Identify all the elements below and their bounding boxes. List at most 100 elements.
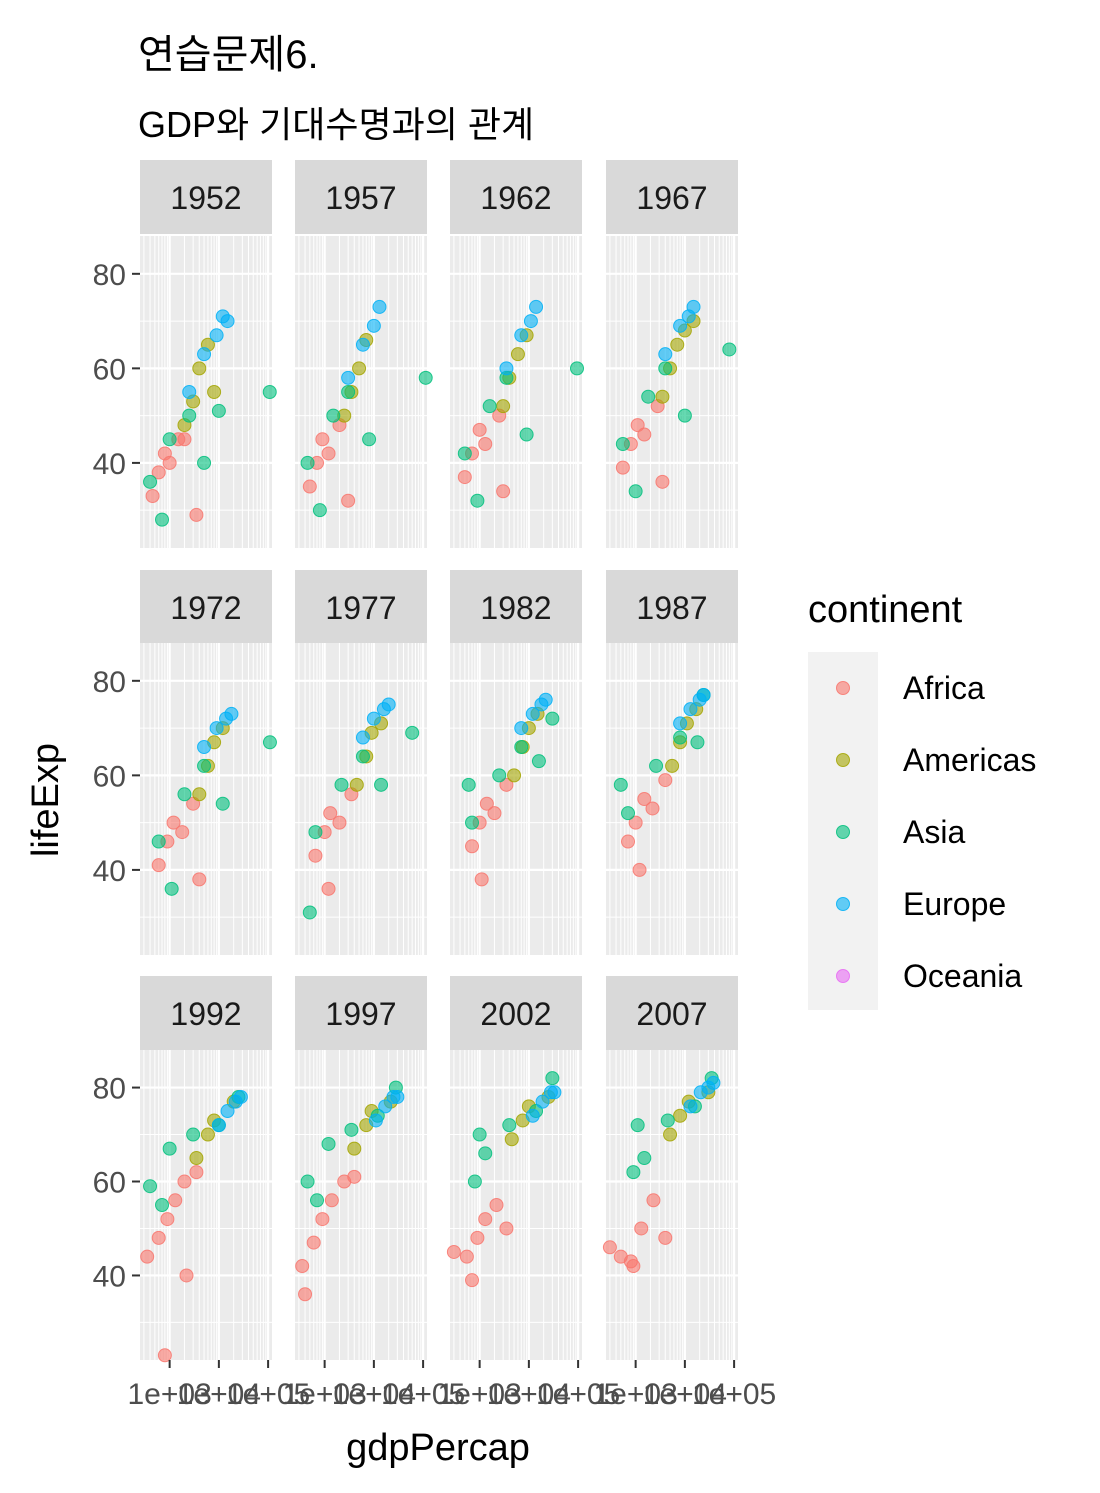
panel-background bbox=[450, 643, 582, 955]
chart-subtitle: GDP와 기대수명과의 관계 bbox=[138, 104, 535, 145]
data-point-europe bbox=[673, 716, 688, 731]
facet-strip bbox=[450, 976, 582, 1050]
data-point-asia bbox=[658, 361, 673, 376]
x-axis-tick-label: 1e+03 bbox=[594, 1378, 678, 1411]
data-point-asia bbox=[362, 432, 377, 447]
data-point-europe bbox=[529, 299, 544, 314]
data-point-asia bbox=[262, 385, 277, 399]
data-point-asia bbox=[341, 385, 356, 399]
panel-background bbox=[450, 236, 582, 548]
data-point-asia bbox=[326, 408, 341, 423]
legend-label: Europe bbox=[903, 886, 1006, 922]
data-point-asia bbox=[211, 403, 226, 418]
data-point-africa bbox=[321, 446, 336, 461]
data-point-asia bbox=[677, 408, 692, 423]
panel-background bbox=[295, 236, 427, 548]
panel-background bbox=[140, 236, 272, 548]
data-point-asia bbox=[649, 758, 664, 773]
legend-title: continent bbox=[808, 589, 963, 631]
data-point-africa bbox=[308, 848, 323, 863]
facet-strip-label: 1962 bbox=[480, 180, 551, 216]
data-point-africa bbox=[446, 1244, 461, 1259]
data-point-asia bbox=[502, 1118, 517, 1133]
data-point-asia bbox=[690, 735, 705, 750]
data-point-africa bbox=[487, 806, 502, 821]
data-point-africa bbox=[323, 806, 338, 821]
legend-key-oceania bbox=[836, 969, 850, 983]
data-point-africa bbox=[489, 1198, 504, 1212]
data-point-europe bbox=[686, 299, 701, 314]
data-point-africa bbox=[615, 460, 630, 475]
facet-strip-label: 1982 bbox=[480, 590, 551, 626]
data-point-africa bbox=[478, 1212, 493, 1227]
data-point-africa bbox=[168, 1193, 183, 1208]
data-point-europe bbox=[378, 1099, 393, 1114]
data-point-africa bbox=[658, 1230, 673, 1245]
data-point-africa bbox=[298, 1287, 313, 1302]
facet-strip bbox=[450, 570, 582, 644]
data-point-europe bbox=[523, 314, 538, 329]
data-point-europe bbox=[499, 361, 514, 376]
data-point-africa bbox=[637, 427, 652, 442]
data-point-africa bbox=[347, 1169, 362, 1184]
data-point-asia bbox=[197, 455, 212, 470]
data-point-asia bbox=[182, 408, 197, 423]
data-point-asia bbox=[673, 730, 688, 745]
data-point-europe bbox=[197, 740, 212, 754]
data-point-asia bbox=[308, 825, 323, 840]
data-point-africa bbox=[459, 1249, 474, 1264]
data-point-europe bbox=[368, 1113, 383, 1128]
data-point-asia bbox=[374, 777, 389, 792]
facet-strip bbox=[140, 976, 272, 1050]
data-point-asia bbox=[162, 1141, 177, 1156]
data-point-africa bbox=[145, 489, 160, 503]
data-point-europe bbox=[514, 721, 529, 736]
x-axis-tick-label: 1e+04 bbox=[332, 1378, 416, 1411]
data-point-asia bbox=[470, 493, 485, 508]
data-point-asia bbox=[344, 1122, 359, 1137]
data-point-asia bbox=[545, 711, 560, 726]
data-point-asia bbox=[531, 754, 546, 769]
data-point-africa bbox=[189, 1165, 204, 1180]
data-point-asia bbox=[300, 1174, 315, 1189]
data-point-africa bbox=[457, 470, 472, 485]
data-point-asia bbox=[177, 787, 192, 802]
data-point-asia bbox=[164, 881, 179, 896]
data-point-africa bbox=[630, 418, 645, 433]
data-point-africa bbox=[175, 825, 190, 840]
data-point-europe bbox=[683, 702, 698, 717]
data-point-europe bbox=[182, 385, 197, 399]
data-point-asia bbox=[302, 905, 317, 920]
panel-background bbox=[606, 1050, 738, 1360]
data-point-africa bbox=[157, 1348, 172, 1363]
data-point-africa bbox=[177, 1174, 192, 1189]
x-axis-tick-label: 1e+03 bbox=[438, 1378, 522, 1411]
data-point-asia bbox=[151, 834, 166, 849]
data-point-americas bbox=[670, 337, 685, 352]
data-point-africa bbox=[628, 815, 643, 830]
legend-label: Asia bbox=[903, 814, 965, 850]
data-point-asia bbox=[155, 1198, 170, 1212]
data-point-asia bbox=[334, 777, 349, 792]
data-point-africa bbox=[479, 796, 494, 811]
data-point-asia bbox=[472, 1127, 487, 1142]
data-point-asia bbox=[570, 361, 585, 376]
data-point-americas bbox=[189, 1151, 204, 1166]
data-point-africa bbox=[470, 1230, 485, 1245]
data-point-africa bbox=[472, 422, 487, 437]
x-axis-tick-label: 1e+05 bbox=[226, 1378, 310, 1411]
facet-strip-label: 1992 bbox=[170, 996, 241, 1032]
data-point-africa bbox=[306, 1235, 321, 1250]
data-point-asia bbox=[621, 806, 636, 821]
x-axis-tick-label: 1e+04 bbox=[643, 1378, 727, 1411]
x-axis-tick-label: 1e+03 bbox=[283, 1378, 367, 1411]
y-axis-tick-label: 40 bbox=[93, 448, 126, 481]
data-point-europe bbox=[341, 370, 356, 385]
data-point-europe bbox=[366, 318, 381, 333]
data-point-europe bbox=[209, 328, 224, 343]
data-point-africa bbox=[302, 479, 317, 494]
data-point-americas bbox=[665, 758, 680, 773]
facet-strip bbox=[140, 570, 272, 644]
data-point-africa bbox=[634, 1221, 649, 1236]
